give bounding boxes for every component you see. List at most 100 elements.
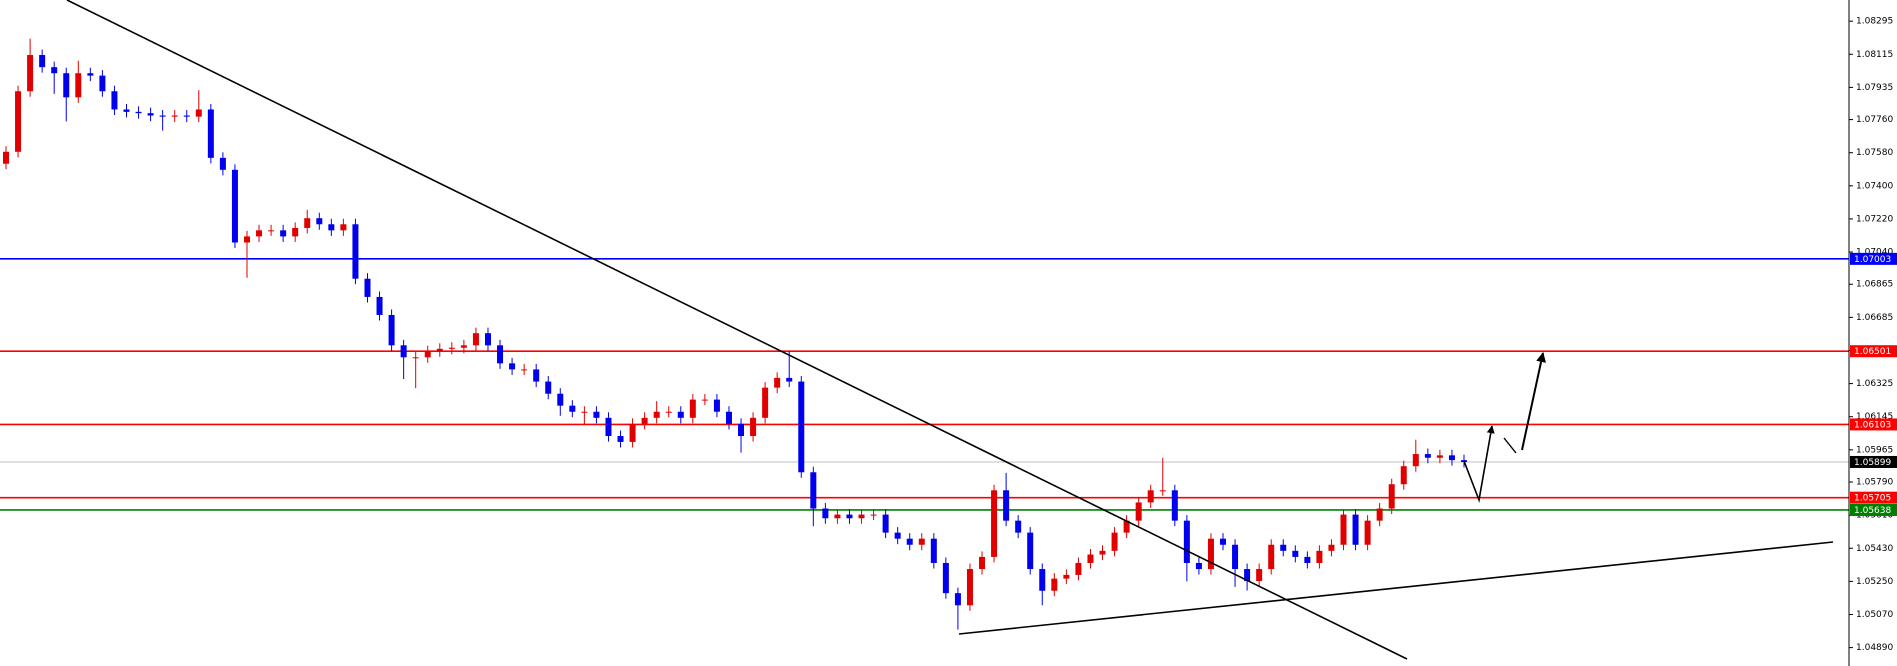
y-tick-label: 1.08115 <box>1856 50 1893 60</box>
candle-body <box>966 569 973 606</box>
candle-body <box>894 532 901 539</box>
arrow <box>1463 425 1495 503</box>
candle-body <box>340 224 347 231</box>
candle-body <box>364 278 371 297</box>
candle-body <box>207 109 214 158</box>
candle-body <box>1232 544 1239 570</box>
candle-body <box>1268 544 1275 570</box>
candle-body <box>1328 544 1335 551</box>
level-tag <box>1850 491 1897 504</box>
candle-body <box>268 230 275 232</box>
candle-body <box>521 369 528 371</box>
level-tag <box>1850 252 1897 265</box>
candle-body <box>1171 490 1178 521</box>
candle-body <box>858 514 865 519</box>
candle-body <box>243 236 250 243</box>
y-tick-label: 1.07935 <box>1856 83 1893 93</box>
candles <box>3 38 1467 630</box>
candle-body <box>3 151 9 164</box>
arrow <box>1503 437 1517 454</box>
candle-body <box>509 363 516 370</box>
candle-body <box>605 417 612 437</box>
y-tick-label: 1.07040 <box>1856 248 1893 258</box>
candle-body <box>1316 550 1323 563</box>
level-label: 1.05638 <box>1854 506 1891 516</box>
candle-body <box>1195 562 1202 570</box>
levels <box>0 258 1849 511</box>
level-label: 1.05899 <box>1854 458 1891 468</box>
candle-body <box>1388 484 1395 509</box>
candle-body <box>1220 538 1227 545</box>
candle-body <box>593 411 600 418</box>
candle-body <box>448 347 455 349</box>
candle-body <box>1280 544 1287 551</box>
candle-body <box>629 423 636 442</box>
candle-body <box>617 436 624 442</box>
candle-body <box>991 490 998 557</box>
level-label: 1.06501 <box>1854 347 1891 357</box>
candle-body <box>1412 454 1419 467</box>
candle-body <box>1436 455 1443 458</box>
y-tick-label: 1.05070 <box>1856 610 1893 620</box>
level-label: 1.05705 <box>1854 494 1891 504</box>
y-tick-label: 1.05250 <box>1856 577 1893 587</box>
candle-body <box>798 381 805 473</box>
y-tick-label: 1.07220 <box>1856 214 1893 224</box>
level-tag <box>1850 455 1897 468</box>
candle-body <box>762 387 769 418</box>
y-tick-label: 1.07580 <box>1856 148 1893 158</box>
candle-body <box>376 296 383 315</box>
candle-body <box>1099 550 1106 555</box>
candle-body <box>400 345 407 358</box>
candle-body <box>750 417 757 437</box>
candle-body <box>316 218 323 225</box>
candle-body <box>701 399 708 401</box>
y-tick-label: 1.06325 <box>1856 379 1893 389</box>
candle-body <box>472 333 479 346</box>
candle-body <box>1063 574 1070 579</box>
candle-body <box>834 514 841 519</box>
candle-body <box>641 417 648 424</box>
candle-body <box>111 91 118 110</box>
candle-body <box>1087 554 1094 563</box>
candle-body <box>99 75 106 92</box>
candle-body <box>1400 466 1407 485</box>
candle-body <box>256 230 263 237</box>
candle-body <box>388 314 395 346</box>
candle-body <box>292 227 299 237</box>
candle-body <box>1340 514 1347 545</box>
candle-body <box>545 381 552 394</box>
candle-body <box>569 405 576 412</box>
candle-body <box>27 55 34 92</box>
candle-body <box>1304 556 1311 563</box>
candle-body <box>424 351 431 358</box>
candle-body <box>930 538 937 563</box>
candle-body <box>75 73 82 98</box>
candle-body <box>63 73 70 98</box>
candle-body <box>39 55 46 68</box>
candle-body <box>135 111 142 114</box>
candle-body <box>725 411 732 424</box>
candle-body <box>846 514 853 519</box>
level-tag <box>1850 418 1897 431</box>
arrow <box>1521 352 1546 451</box>
candle-body <box>147 113 154 116</box>
trend-line <box>958 541 1834 635</box>
candle-body <box>918 538 925 545</box>
candle-body <box>1147 490 1154 503</box>
candle-body <box>1027 532 1034 570</box>
level-tag <box>1850 503 1897 516</box>
y-tick-label: 1.05965 <box>1856 445 1893 455</box>
candle-body <box>1135 502 1142 521</box>
y-tick-label: 1.05790 <box>1856 478 1893 488</box>
candle-body <box>738 423 745 437</box>
candle-body <box>231 169 238 243</box>
y-tick-label: 1.08295 <box>1856 17 1893 27</box>
candle-body <box>653 411 660 418</box>
candle-body <box>822 508 829 519</box>
candle-body <box>280 230 287 237</box>
candle-body <box>436 348 443 352</box>
